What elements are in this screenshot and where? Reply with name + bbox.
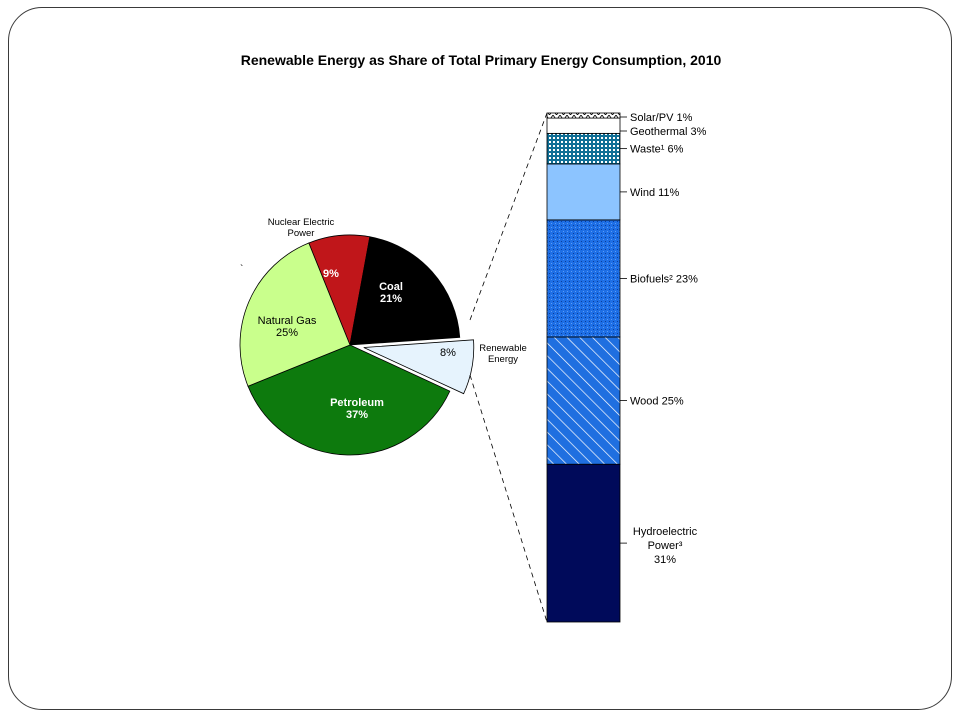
connector-line-top [469, 112, 548, 321]
pie-slice-petroleum [247, 344, 451, 456]
pie-label-coal: Coal 21% [379, 281, 403, 305]
bar-segment-wood [546, 336, 621, 465]
chart-title: Renewable Energy as Share of Total Prima… [240, 52, 722, 68]
outside-label-renewable: Renewable Energy [479, 343, 527, 365]
bar-label-solar-pv: Solar/PV 1% [630, 112, 693, 124]
bar-segment-waste [546, 132, 621, 165]
stacked-bar [546, 112, 621, 623]
bar-segment-geothermal [546, 117, 621, 134]
bar-label-hydroelectric-power: Hydroelectric Power³ 31% [633, 526, 698, 566]
pie-chart [239, 234, 475, 456]
bar-segment-solar-pv [546, 112, 621, 119]
bar-segment-wind [546, 163, 621, 221]
bar-label-waste: Waste¹ 6% [630, 144, 684, 156]
bar-segment-hydroelectric-power [546, 463, 621, 623]
stray-tick-mark: ` [240, 263, 243, 275]
bar-label-geothermal: Geothermal 3% [630, 126, 707, 138]
stacked-bar-labels: Hydroelectric Power³ 31% Wood 25% Biofuels² … [620, 112, 707, 566]
connector-line-bottom [469, 374, 548, 623]
pie-label-nuclear-electric-power: 9% [323, 268, 339, 280]
outside-label-nuclear: Nuclear Electric Power [268, 217, 335, 239]
slide-frame [8, 7, 952, 710]
bar-label-wood: Wood 25% [630, 396, 684, 408]
pie-slice-natural-gas [239, 242, 351, 387]
pie-label-petroleum: Petroleum 37% [330, 397, 384, 421]
pie-labels: 9% Coal 21% 8% Petroleum 37% Natural Gas 25% Nuc… [240, 217, 527, 421]
bar-segment-biofuels [546, 219, 621, 338]
bar-label-biofuels: Biofuels² 23% [630, 273, 698, 285]
pie-label-natural-gas: Natural Gas 25% [258, 315, 317, 339]
bar-label-wind: Wind 11% [630, 187, 680, 199]
pie-slice-renewable-energy [363, 339, 475, 395]
connector-lines [469, 112, 548, 623]
pie-label-renewable-energy: 8% [440, 347, 456, 359]
pie-slice-coal [349, 236, 461, 346]
